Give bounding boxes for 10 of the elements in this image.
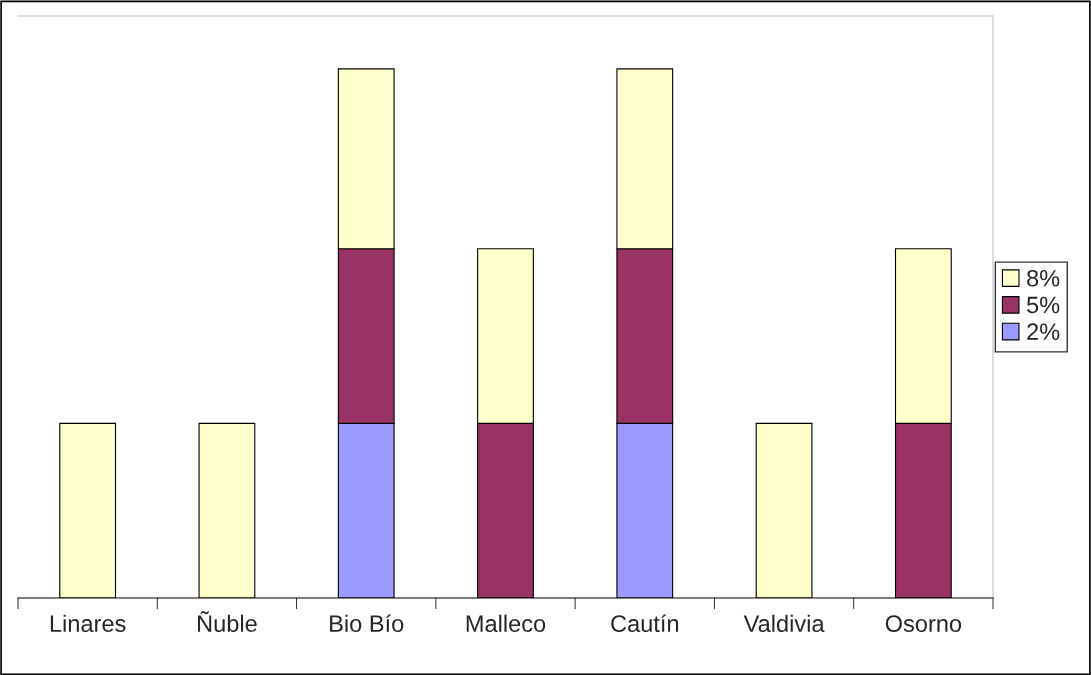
x-tick-label: Bio Bío	[330, 614, 404, 633]
x-tick-label: Osorno	[885, 615, 962, 633]
x-tick-label: Malleco	[466, 614, 546, 633]
legend-label: 2%	[1027, 323, 1060, 340]
x-tick-label: Cautín	[611, 614, 679, 633]
x-tick-label: Ñuble	[198, 611, 257, 633]
x-tick-label: Valdivia	[743, 614, 825, 633]
x-tick-label: Linares	[50, 614, 126, 633]
legend-label: 8%	[1027, 269, 1060, 287]
legend-label: 5%	[1027, 296, 1060, 314]
